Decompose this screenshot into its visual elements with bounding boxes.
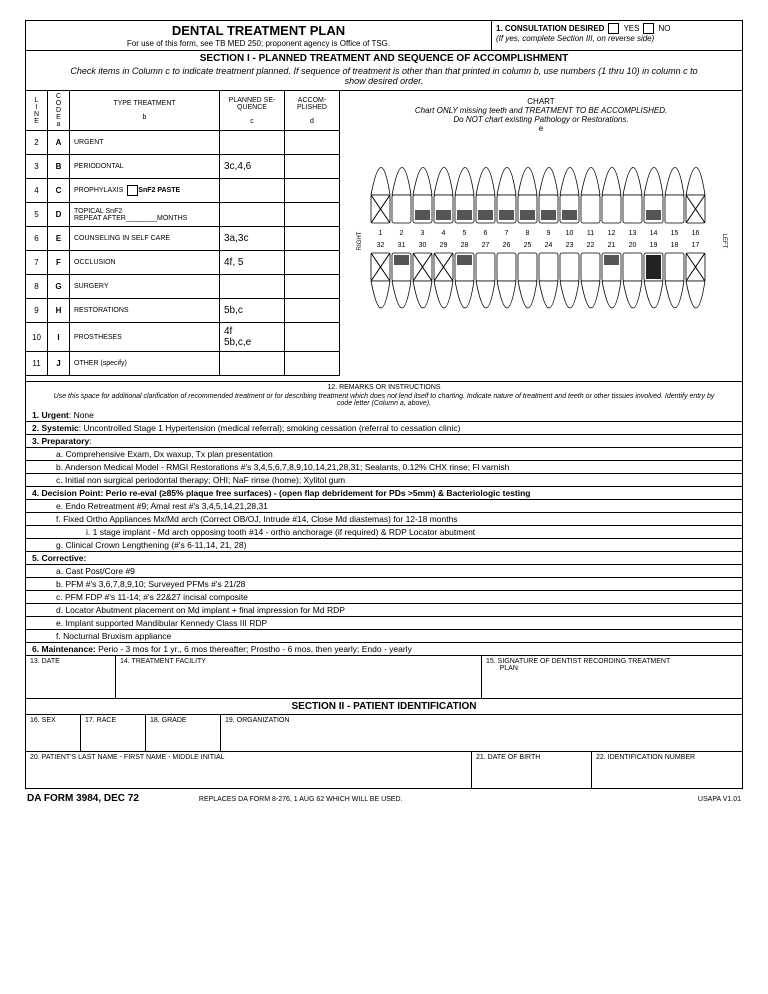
form-header: DENTAL TREATMENT PLAN For use of this fo… xyxy=(26,21,492,50)
sex-field[interactable]: 16. SEX xyxy=(26,715,81,751)
org-field[interactable]: 19. ORGANIZATION xyxy=(221,715,742,751)
remark-line: 1. Urgent: None xyxy=(26,409,742,422)
remark-line: e. Implant supported Mandibular Kennedy … xyxy=(26,617,742,630)
remark-line: f. Nocturnal Bruxism appliance xyxy=(26,630,742,643)
remark-line: b. Anderson Medical Model - RMGI Restora… xyxy=(26,461,742,474)
date-field[interactable]: 13. DATE xyxy=(26,656,116,698)
grade-field[interactable]: 18. GRADE xyxy=(146,715,221,751)
remark-line: a. Cast Post/Core #9 xyxy=(26,565,742,578)
form-footer: DA FORM 3984, DEC 72 REPLACES DA FORM 8-… xyxy=(25,789,743,808)
svg-text:11: 11 xyxy=(587,230,594,237)
svg-text:7: 7 xyxy=(505,230,509,237)
facility-field[interactable]: 14. TREATMENT FACILITY xyxy=(116,656,482,698)
remark-line: 5. Corrective: xyxy=(26,552,742,565)
svg-text:3: 3 xyxy=(421,230,425,237)
patient-id-row1: 16. SEX 17. RACE 18. GRADE 19. ORGANIZAT… xyxy=(26,715,742,752)
table-row: 7FOCCLUSION4f, 5 xyxy=(26,251,340,275)
svg-text:14: 14 xyxy=(650,230,658,237)
svg-text:16: 16 xyxy=(692,230,700,237)
id-field[interactable]: 22. IDENTIFICATION NUMBER xyxy=(592,752,742,788)
svg-text:24: 24 xyxy=(545,242,553,249)
svg-text:32: 32 xyxy=(377,242,385,249)
form-title: DENTAL TREATMENT PLAN xyxy=(30,23,487,38)
section2-title: SECTION II - PATIENT IDENTIFICATION xyxy=(26,699,742,715)
dob-field[interactable]: 21. DATE OF BIRTH xyxy=(472,752,592,788)
teeth-diagram: 1234567891011121314151632313029282726252… xyxy=(344,135,738,375)
remark-line: f. Fixed Ortho Appliances Mx/Md arch (Co… xyxy=(26,513,742,526)
consult-label: 1. CONSULTATION DESIRED xyxy=(496,24,604,33)
remarks-section: 12. REMARKS OR INSTRUCTIONS Use this spa… xyxy=(26,382,742,656)
svg-text:26: 26 xyxy=(503,242,511,249)
remark-line: e. Endo Retreatment #9; Amal rest #'s 3,… xyxy=(26,500,742,513)
svg-text:18: 18 xyxy=(671,242,679,249)
section1-header: SECTION I - PLANNED TREATMENT AND SEQUEN… xyxy=(26,51,742,91)
svg-text:28: 28 xyxy=(461,242,469,249)
svg-text:9: 9 xyxy=(547,230,551,237)
signature-row: 13. DATE 14. TREATMENT FACILITY 15. SIGN… xyxy=(26,656,742,699)
remark-line: c. PFM FDP #'s 11-14; #'s 22&27 incisal … xyxy=(26,591,742,604)
no-checkbox[interactable] xyxy=(643,23,654,34)
svg-text:25: 25 xyxy=(524,242,532,249)
dental-form: DENTAL TREATMENT PLAN For use of this fo… xyxy=(25,20,743,789)
svg-text:6: 6 xyxy=(484,230,488,237)
remark-line: b. PFM #'s 3,6,7,8,9,10; Surveyed PFMs #… xyxy=(26,578,742,591)
yes-checkbox[interactable] xyxy=(608,23,619,34)
table-header: L I N E C O D E a TYPE TREATMENTb PLANNE… xyxy=(26,91,340,131)
signature-field[interactable]: 15. SIGNATURE OF DENTIST RECORDING TREAT… xyxy=(482,656,742,698)
svg-text:27: 27 xyxy=(482,242,490,249)
remark-line: a. Comprehensive Exam, Dx waxup, Tx plan… xyxy=(26,448,742,461)
consultation-box: 1. CONSULTATION DESIRED YES NO (If yes, … xyxy=(492,21,742,50)
table-row: 5DTOPICAL SnF2REPEAT AFTER________MONTHS xyxy=(26,203,340,227)
consult-note: (If yes, complete Section III, on revers… xyxy=(496,34,738,43)
race-field[interactable]: 17. RACE xyxy=(81,715,146,751)
svg-text:22: 22 xyxy=(587,242,595,249)
svg-text:17: 17 xyxy=(692,242,700,249)
remark-line: g. Clinical Crown Lengthening (#'s 6-11,… xyxy=(26,539,742,552)
remark-line: c. Initial non surgical periodontal ther… xyxy=(26,474,742,487)
table-row: 11JOTHER (specify) xyxy=(26,352,340,376)
table-row: 8GSURGERY xyxy=(26,275,340,299)
svg-text:5: 5 xyxy=(463,230,467,237)
svg-text:12: 12 xyxy=(608,230,616,237)
svg-text:29: 29 xyxy=(440,242,448,249)
svg-text:1: 1 xyxy=(379,230,383,237)
table-row: 4CPROPHYLAXIS SnF2 PASTE xyxy=(26,179,340,203)
table-row: 3BPERIODONTAL3c,4,6 xyxy=(26,155,340,179)
svg-text:30: 30 xyxy=(419,242,427,249)
name-field[interactable]: 20. PATIENT'S LAST NAME - FIRST NAME - M… xyxy=(26,752,472,788)
remark-line: i. 1 stage implant - Md arch opposing to… xyxy=(26,526,742,539)
svg-text:10: 10 xyxy=(566,230,574,237)
remark-line: 2. Systemic: Uncontrolled Stage 1 Hypert… xyxy=(26,422,742,435)
svg-text:RIGHT: RIGHT xyxy=(357,231,363,250)
table-row: 9HRESTORATIONS5b,c xyxy=(26,299,340,323)
svg-text:23: 23 xyxy=(566,242,574,249)
svg-text:4: 4 xyxy=(442,230,446,237)
svg-text:19: 19 xyxy=(650,242,658,249)
treatment-table: 2AURGENT3BPERIODONTAL3c,4,64CPROPHYLAXIS… xyxy=(26,131,340,376)
remark-line: 4. Decision Point: Perio re-eval (≥85% p… xyxy=(26,487,742,500)
patient-id-row2: 20. PATIENT'S LAST NAME - FIRST NAME - M… xyxy=(26,752,742,788)
table-row: 6ECOUNSELING IN SELF CARE3a,3c xyxy=(26,227,340,251)
dental-chart: CHART Chart ONLY missing teeth and TREAT… xyxy=(340,91,742,381)
svg-text:21: 21 xyxy=(608,242,616,249)
svg-text:LEFT: LEFT xyxy=(721,234,727,249)
svg-text:20: 20 xyxy=(629,242,637,249)
svg-text:15: 15 xyxy=(671,230,679,237)
svg-text:2: 2 xyxy=(400,230,404,237)
remark-line: 3. Preparatory: xyxy=(26,435,742,448)
remark-line: 6. Maintenance: Perio - 3 mos for 1 yr.,… xyxy=(26,643,742,656)
table-row: 10IPROSTHESES4f5b,c,e xyxy=(26,323,340,352)
remark-line: d. Locator Abutment placement on Md impl… xyxy=(26,604,742,617)
form-subtitle: For use of this form, see TB MED 250; pr… xyxy=(30,39,487,48)
svg-text:13: 13 xyxy=(629,230,637,237)
svg-text:8: 8 xyxy=(526,230,530,237)
svg-text:31: 31 xyxy=(398,242,406,249)
table-row: 2AURGENT xyxy=(26,131,340,155)
